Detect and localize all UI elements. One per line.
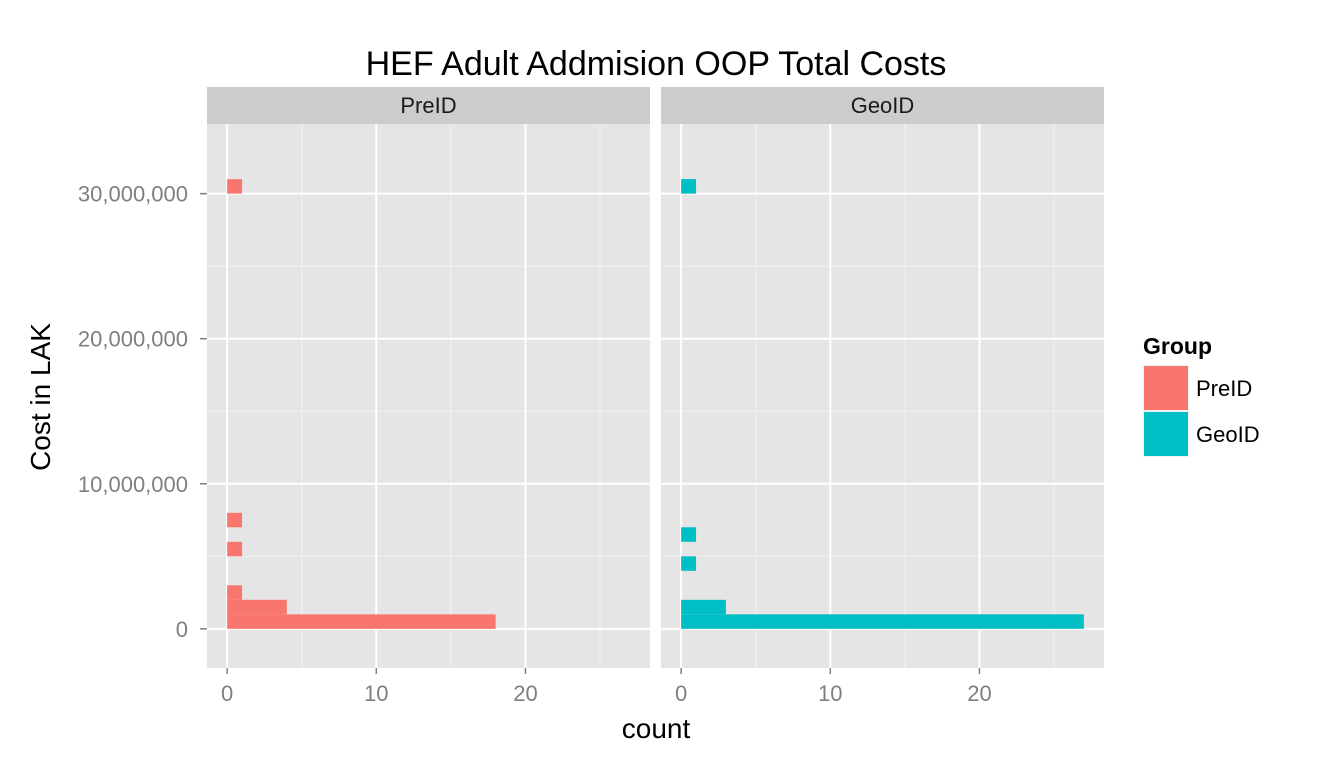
- histogram-bar: [681, 599, 726, 615]
- y-axis: 0 10,000,000 20,000,000 30,000,000: [78, 182, 207, 642]
- x-tick-label: 0: [675, 681, 687, 706]
- histogram-bar: [681, 556, 697, 571]
- facet-panel-geoid: GeoID: [661, 87, 1104, 668]
- x-tick-label: 20: [967, 681, 991, 706]
- histogram-bar: [227, 179, 243, 194]
- legend-title: Group: [1143, 333, 1212, 359]
- facet-panels: PreID GeoID: [207, 87, 1104, 668]
- facet-strip-label: PreID: [400, 93, 456, 118]
- histogram-bar: [681, 614, 1084, 629]
- facet-strip: [207, 87, 650, 124]
- facet-strip: [661, 87, 1104, 124]
- y-tick-label: 0: [176, 617, 188, 642]
- legend-swatch: [1144, 412, 1188, 456]
- histogram-bar: [227, 614, 496, 629]
- y-tick-label: 30,000,000: [78, 182, 188, 207]
- x-tick-label: 20: [513, 681, 537, 706]
- facet-strip-label: GeoID: [851, 93, 915, 118]
- legend: Group PreID GeoID: [1143, 333, 1260, 457]
- y-tick-label: 20,000,000: [78, 327, 188, 352]
- histogram-bar: [227, 512, 243, 528]
- legend-label: PreID: [1196, 376, 1252, 401]
- legend-label: GeoID: [1196, 422, 1260, 447]
- histogram-bar: [227, 599, 287, 615]
- chart-title: HEF Adult Addmision OOP Total Costs: [366, 45, 947, 83]
- panel-background: [207, 124, 650, 668]
- histogram-bar: [227, 541, 243, 557]
- legend-swatch: [1144, 366, 1188, 410]
- x-tick-label: 0: [221, 681, 233, 706]
- facet-panel-preid: PreID: [207, 87, 650, 668]
- x-axis-label: count: [622, 713, 691, 744]
- histogram-bar: [681, 527, 697, 542]
- y-tick-label: 10,000,000: [78, 472, 188, 497]
- y-axis-label: Cost in LAK: [25, 323, 56, 471]
- x-tick-label: 10: [818, 681, 842, 706]
- panel-background: [661, 124, 1104, 668]
- histogram-bar: [681, 179, 697, 194]
- histogram-bar: [227, 585, 243, 600]
- x-tick-label: 10: [364, 681, 388, 706]
- x-axis: 0 10 20 0 10 20: [221, 668, 992, 706]
